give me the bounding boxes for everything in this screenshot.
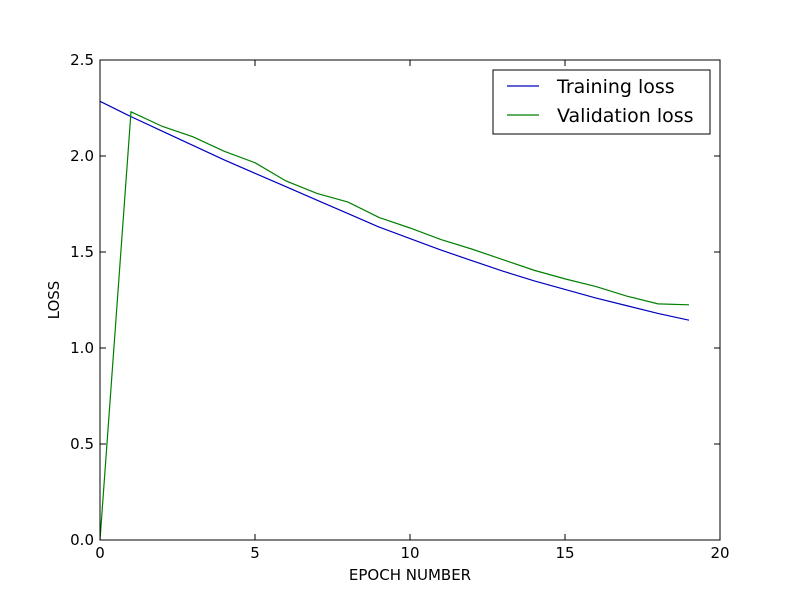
x-tick-label: 5 — [250, 544, 260, 562]
legend-label-training-loss: Training loss — [556, 76, 675, 98]
y-tick-label: 0.0 — [70, 531, 94, 549]
legend: Training loss Validation loss — [492, 69, 711, 135]
x-tick-label: 20 — [710, 544, 729, 562]
legend-label-validation-loss: Validation loss — [557, 105, 694, 127]
y-tick-label: 1.0 — [70, 339, 94, 357]
plot-lines — [99, 100, 690, 541]
x-tick-label: 0 — [95, 544, 105, 562]
series-line-training-loss — [99, 100, 690, 321]
y-axis-label: LOSS — [45, 281, 63, 320]
y-tick-label: 2.5 — [70, 51, 94, 69]
x-axis-label: EPOCH NUMBER — [349, 566, 471, 584]
x-axis-ticks: 0 5 10 15 20 — [95, 60, 730, 562]
x-tick-label: 10 — [400, 544, 419, 562]
y-tick-label: 2.0 — [70, 147, 94, 165]
y-tick-label: 0.5 — [70, 435, 94, 453]
y-tick-label: 1.5 — [70, 243, 94, 261]
series-line-validation-loss — [99, 110, 690, 541]
legend-box — [492, 69, 711, 135]
x-tick-label: 15 — [555, 544, 574, 562]
y-axis-ticks: 0.0 0.5 1.0 1.5 2.0 2.5 — [70, 51, 720, 549]
